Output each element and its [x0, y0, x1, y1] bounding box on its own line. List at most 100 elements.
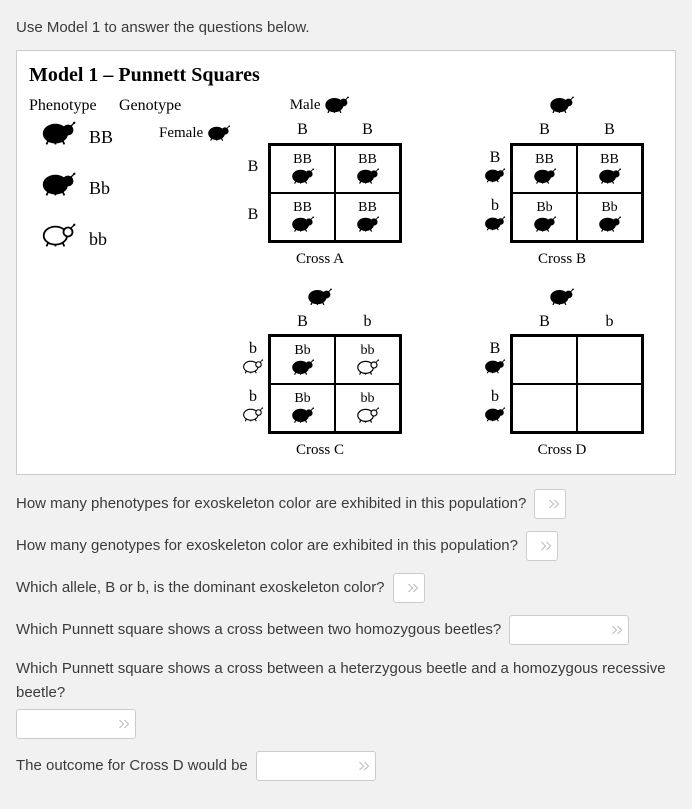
punnett-cell: BB — [335, 193, 400, 241]
punnett-cell — [512, 336, 577, 384]
question-text: Which Punnett square shows a cross betwe… — [16, 618, 501, 642]
beetle-icon — [324, 96, 350, 114]
beetle-icon — [533, 216, 557, 233]
beetle-icon — [356, 407, 380, 424]
punnett-square: Bb bb Bb bb — [268, 334, 402, 434]
punnett-block: B B B b BB — [461, 93, 663, 271]
punnett-square: BB BB Bb Bb — [510, 143, 644, 243]
select-cross-d-outcome[interactable] — [256, 751, 376, 781]
male-label: Male — [219, 93, 421, 117]
female-allele: b — [480, 382, 510, 430]
question-dominant-allele: Which allele, B or b, is the dominant ex… — [16, 573, 676, 603]
model-figure: Model 1 – Punnett Squares Phenotype Geno… — [16, 50, 676, 475]
male-label — [461, 93, 663, 117]
legend-col-phenotype: Phenotype — [29, 93, 119, 119]
male-allele: B — [512, 117, 577, 143]
punnett-cell — [577, 384, 642, 432]
female-allele: B — [238, 191, 268, 239]
beetle-icon — [242, 407, 264, 422]
beetle-icon — [533, 168, 557, 185]
select-genotype-count[interactable] — [526, 531, 558, 561]
female-label: Female — [159, 121, 231, 145]
beetle-icon — [207, 125, 231, 142]
punnett-cell — [512, 384, 577, 432]
beetle-icon — [549, 288, 575, 306]
male-label — [219, 285, 421, 309]
punnett-block: B b B b Cross D — [461, 285, 663, 463]
legend-col-genotype: Genotype — [119, 93, 181, 119]
question-text: The outcome for Cross D would be — [16, 754, 248, 778]
beetle-icon — [356, 216, 380, 233]
male-allele: B — [577, 117, 642, 143]
beetle-icon — [41, 223, 77, 248]
beetle-icon — [484, 359, 506, 374]
question-text: How many genotypes for exoskeleton color… — [16, 534, 518, 558]
question-genotype-count: How many genotypes for exoskeleton color… — [16, 531, 676, 561]
legend-genotype: bb — [89, 225, 107, 254]
punnett-cell: BB — [335, 145, 400, 193]
legend-genotype: BB — [89, 123, 113, 152]
question-cross-d-outcome: The outcome for Cross D would be — [16, 751, 676, 781]
beetle-icon — [41, 172, 77, 197]
model-title: Model 1 – Punnett Squares — [29, 59, 663, 91]
beetle-icon — [291, 168, 315, 185]
punnett-cell: Bb — [512, 193, 577, 241]
punnett-cell — [577, 336, 642, 384]
beetle-icon — [291, 359, 315, 376]
male-label — [461, 285, 663, 309]
legend-row: Bb — [29, 172, 209, 205]
beetle-icon — [291, 407, 315, 424]
legend-row: bb — [29, 223, 209, 256]
male-allele: B — [512, 309, 577, 335]
beetle-icon — [291, 216, 315, 233]
male-allele: B — [335, 117, 400, 143]
beetle-icon — [41, 121, 77, 146]
punnett-cell: BB — [577, 145, 642, 193]
beetle-icon — [549, 96, 575, 114]
select-homozygous-cross[interactable] — [509, 615, 629, 645]
punnett-cell: Bb — [577, 193, 642, 241]
question-homozygous-cross: Which Punnett square shows a cross betwe… — [16, 615, 676, 645]
beetle-icon — [484, 216, 506, 231]
legend-genotype: Bb — [89, 174, 110, 203]
beetle-icon — [356, 168, 380, 185]
beetle-icon — [484, 168, 506, 183]
punnett-cell: bb — [335, 384, 400, 432]
question-text: Which allele, B or b, is the dominant ex… — [16, 576, 385, 600]
punnett-cell: Bb — [270, 336, 335, 384]
beetle-icon — [307, 288, 333, 306]
select-dominant-allele[interactable] — [393, 573, 425, 603]
male-allele: B — [270, 309, 335, 335]
instruction-text: Use Model 1 to answer the questions belo… — [16, 16, 676, 40]
female-allele: B — [238, 143, 268, 191]
female-allele: B — [480, 334, 510, 382]
legend-panel: Phenotype Genotype BB Bb bb — [29, 93, 209, 462]
beetle-icon — [598, 216, 622, 233]
beetle-icon — [484, 407, 506, 422]
female-allele: b — [238, 334, 268, 382]
punnett-cell: bb — [335, 336, 400, 384]
punnett-cell: BB — [270, 145, 335, 193]
male-allele: B — [270, 117, 335, 143]
punnett-cell: Bb — [270, 384, 335, 432]
question-text: How many phenotypes for exoskeleton colo… — [16, 492, 526, 516]
punnett-cell: BB — [512, 145, 577, 193]
select-phenotype-count[interactable] — [534, 489, 566, 519]
beetle-icon — [356, 359, 380, 376]
female-allele: b — [480, 191, 510, 239]
select-hetero-recessive-cross[interactable] — [16, 709, 136, 739]
punnett-square: BB BB BB BB — [268, 143, 402, 243]
cross-label: Cross A — [296, 247, 344, 271]
female-allele: b — [238, 382, 268, 430]
cross-label: Cross B — [538, 247, 586, 271]
question-text: Which Punnett square shows a cross betwe… — [16, 657, 668, 705]
female-allele: B — [480, 143, 510, 191]
question-phenotype-count: How many phenotypes for exoskeleton colo… — [16, 489, 676, 519]
punnett-block: Male Female B B B B BB — [219, 93, 421, 271]
cross-label: Cross C — [296, 438, 344, 462]
male-allele: b — [335, 309, 400, 335]
punnett-block: B b b b Bb — [219, 285, 421, 463]
cross-label: Cross D — [538, 438, 587, 462]
question-hetero-recessive-cross: Which Punnett square shows a cross betwe… — [16, 657, 676, 739]
beetle-icon — [598, 168, 622, 185]
